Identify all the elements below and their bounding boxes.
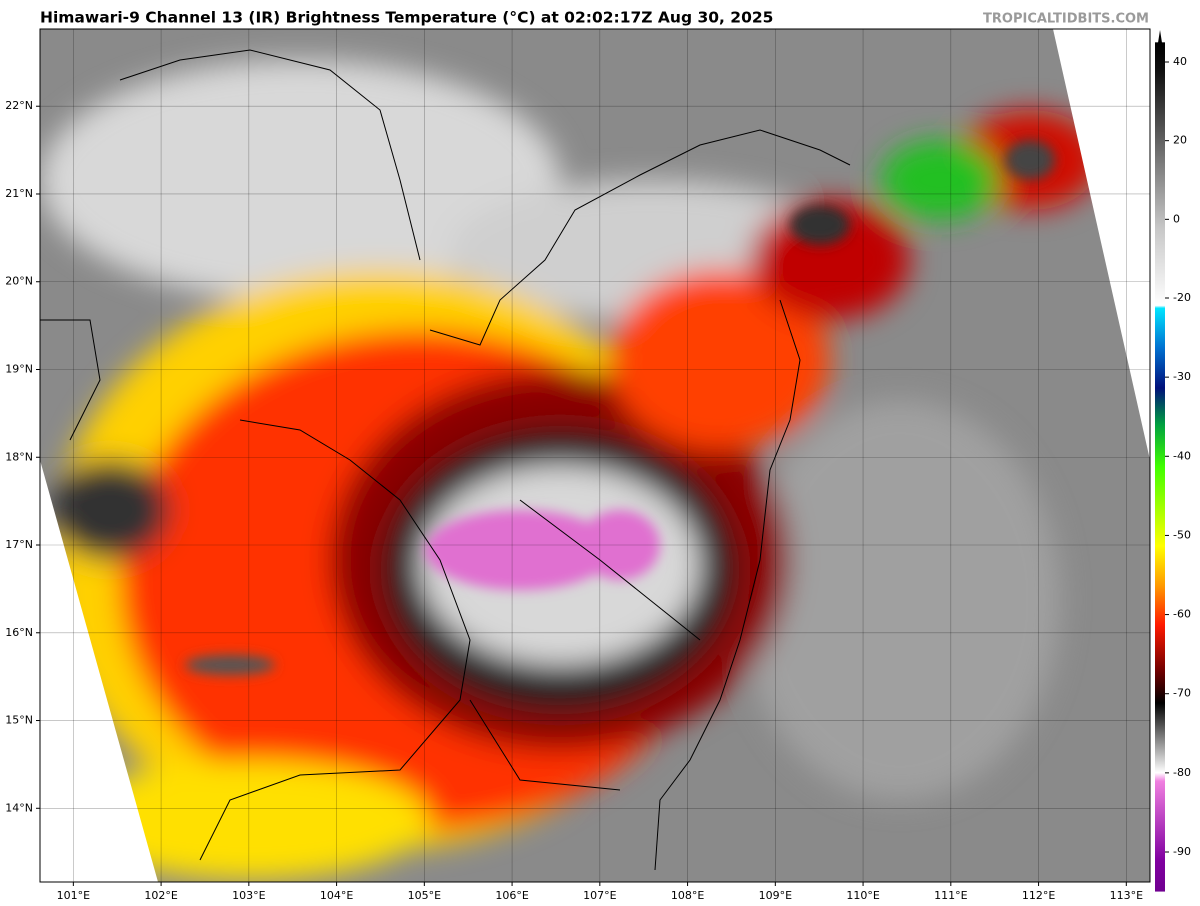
convection <box>70 760 430 880</box>
colorbar-tick-label: -20 <box>1173 291 1191 304</box>
overshoot <box>1005 140 1055 180</box>
y-tick-label: 18°N <box>5 450 33 463</box>
x-tick-label: 108°E <box>671 889 704 902</box>
y-tick-label: 21°N <box>5 187 33 200</box>
colorbar-tick-label: -40 <box>1173 449 1191 462</box>
y-tick-label: 22°N <box>5 99 33 112</box>
y-tick-label: 15°N <box>5 714 33 727</box>
x-tick-label: 104°E <box>320 889 353 902</box>
convection <box>880 140 1000 220</box>
colorbar-tick-label: -50 <box>1173 528 1191 541</box>
colorbar-tick-label: -90 <box>1173 845 1191 858</box>
x-tick-label: 103°E <box>232 889 265 902</box>
colorbar-tick-label: -80 <box>1173 766 1191 779</box>
satellite-image <box>40 29 1150 882</box>
colorbar-tick-label: -60 <box>1173 608 1191 621</box>
coastline <box>429 129 851 871</box>
y-tick-label: 16°N <box>5 626 33 639</box>
convection <box>610 270 830 450</box>
colorbar-scale <box>1155 42 1165 892</box>
colorbar-tick-label: 0 <box>1173 212 1180 225</box>
x-tick-label: 111°E <box>934 889 967 902</box>
y-tick-label: 14°N <box>5 801 33 814</box>
y-tick-label: 20°N <box>5 275 33 288</box>
colorbar-tick-label: -70 <box>1173 687 1191 700</box>
overshoot <box>580 510 660 580</box>
watermark: TROPICALTIDBITS.COM <box>983 12 1149 27</box>
y-tick-label: 17°N <box>5 538 33 551</box>
title: Himawari-9 Channel 13 (IR) Brightness Te… <box>40 9 773 27</box>
overshoot <box>425 510 615 590</box>
convection <box>50 460 170 560</box>
colorbar-tick-label: -30 <box>1173 370 1191 383</box>
no-data <box>1053 29 1150 460</box>
axes: 101°E 102°E 103°E 104°E 105°E 106°E 107°E 108°E… <box>5 99 1143 902</box>
cirrus <box>40 60 560 300</box>
x-tick-label: 109°E <box>759 889 792 902</box>
border <box>40 49 701 861</box>
x-tick-label: 113°E <box>1110 889 1143 902</box>
y-tick-label: 19°N <box>5 362 33 375</box>
map-frame <box>39 28 1151 883</box>
cirrus <box>740 400 1060 800</box>
overshoot <box>790 205 850 245</box>
no-data <box>40 460 158 882</box>
x-tick-label: 107°E <box>583 889 616 902</box>
convection <box>750 200 910 320</box>
graticule <box>40 29 1150 882</box>
colorbar-tick-label: 20 <box>1173 134 1187 147</box>
cloud-field <box>40 60 1100 880</box>
x-tick-label: 101°E <box>57 889 90 902</box>
colorbar: 40 20 0 -20 -30 -40 -50 -60 -70 -80 -90 <box>1155 30 1191 892</box>
x-tick-label: 106°E <box>495 889 528 902</box>
cold-tops <box>185 140 1055 675</box>
x-tick-label: 105°E <box>408 889 441 902</box>
x-tick-label: 112°E <box>1022 889 1055 902</box>
x-tick-label: 110°E <box>846 889 879 902</box>
overshoot <box>185 655 275 675</box>
colorbar-tick-label: 40 <box>1173 55 1187 68</box>
x-tick-label: 102°E <box>144 889 177 902</box>
